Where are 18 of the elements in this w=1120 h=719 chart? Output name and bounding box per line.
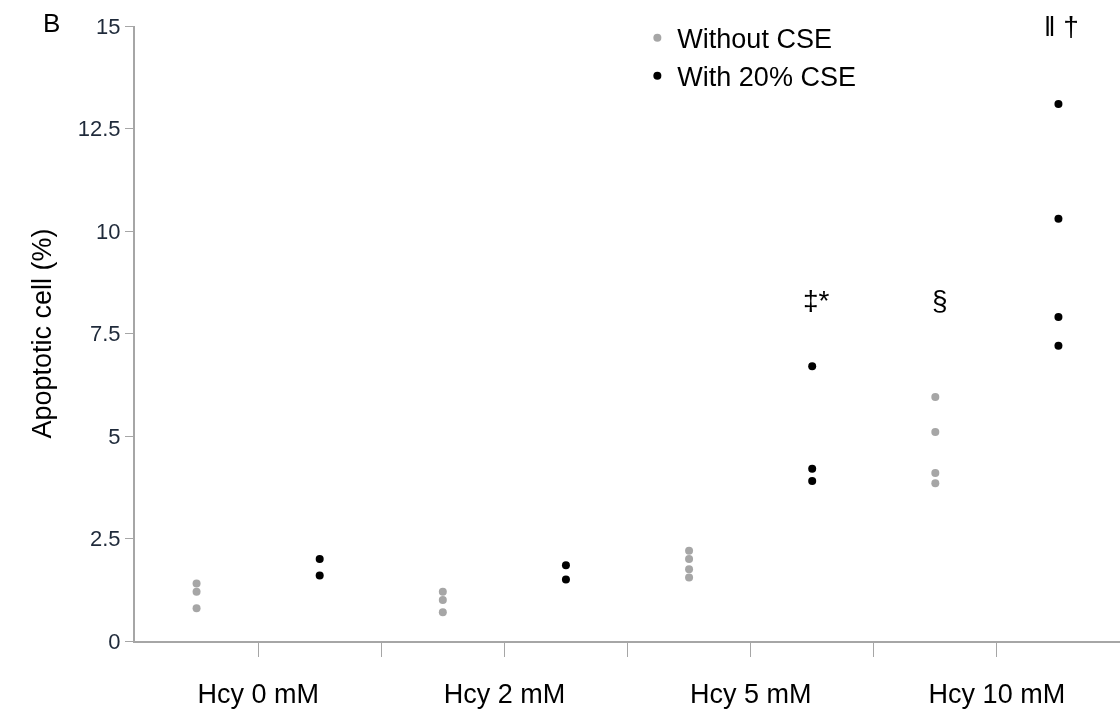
y-tick-label: 5 xyxy=(108,423,121,449)
y-tick-label: 10 xyxy=(96,218,121,244)
legend-label: Without CSE xyxy=(677,24,832,55)
x-tick-label: Hcy 2 mM xyxy=(443,679,566,710)
y-tick-label: 15 xyxy=(96,13,121,39)
legend-label: With 20% CSE xyxy=(677,62,856,93)
annotation: ‖ † xyxy=(1044,11,1079,42)
y-tick-label: 7.5 xyxy=(90,321,121,347)
y-axis-title: Apoptotic cell (%) xyxy=(27,228,58,439)
annotation: § xyxy=(932,285,948,316)
x-tick-label: Hcy 0 mM xyxy=(197,679,319,710)
y-tick-label: 12.5 xyxy=(77,116,121,142)
annotation: ‡* xyxy=(803,285,830,316)
x-tick-label: Hcy 5 mM xyxy=(689,679,812,710)
text: B xyxy=(43,8,61,38)
y-tick-label: 2.5 xyxy=(90,526,121,552)
x-tick-label: Hcy 10 mM xyxy=(928,679,1066,710)
y-tick-label: 0 xyxy=(108,628,121,654)
